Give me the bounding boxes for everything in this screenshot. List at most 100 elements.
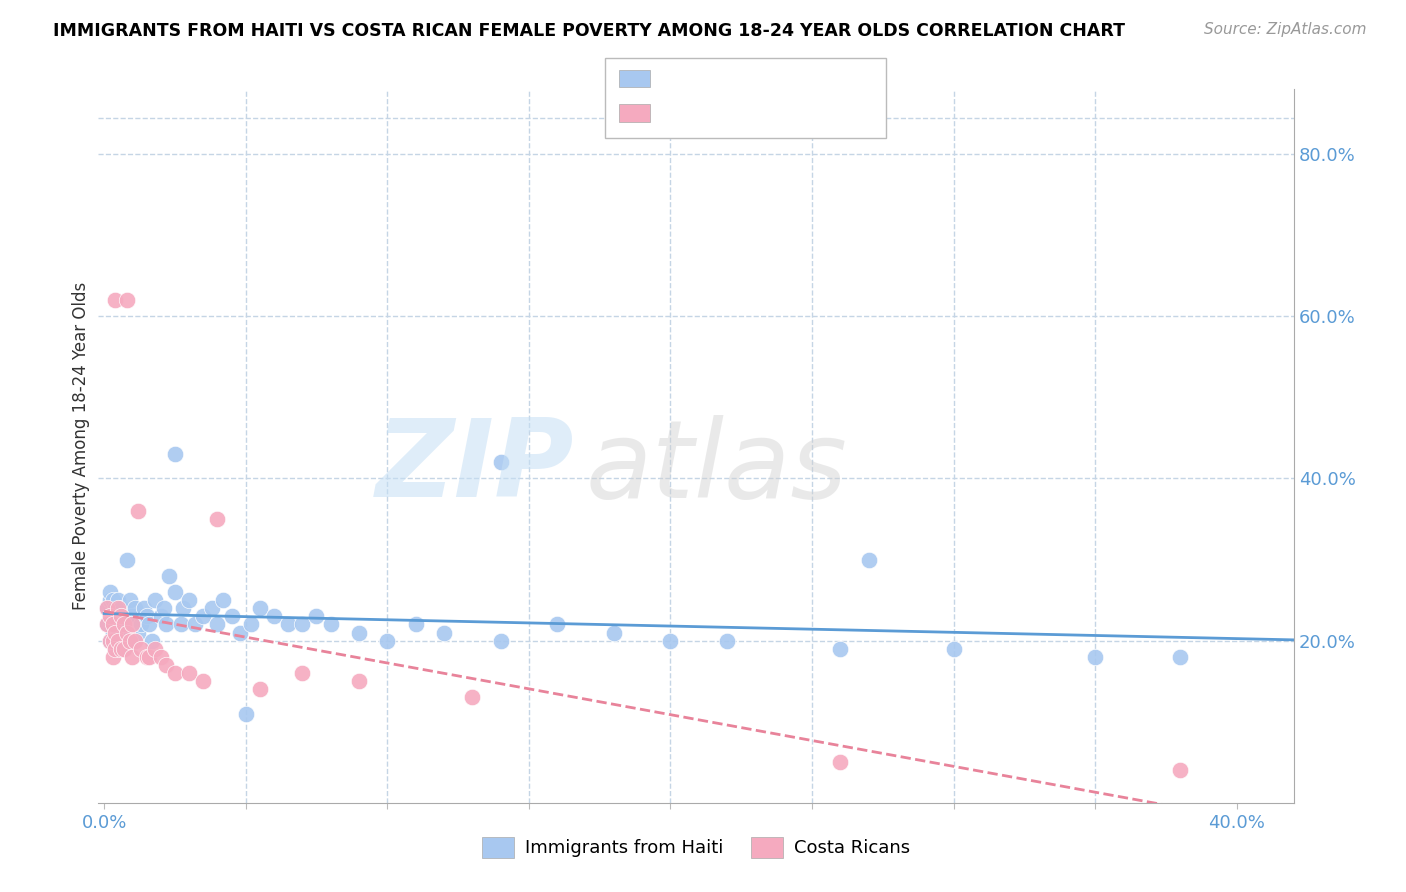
Point — [104, 641, 127, 656]
Point — [107, 601, 129, 615]
Point — [229, 625, 252, 640]
Point — [172, 601, 194, 615]
Text: -0.122: -0.122 — [689, 104, 754, 122]
Point — [135, 649, 157, 664]
Point — [169, 617, 191, 632]
Point — [603, 625, 626, 640]
Point — [124, 633, 146, 648]
Point — [138, 649, 160, 664]
Point — [115, 552, 138, 566]
Point — [177, 666, 200, 681]
Point — [157, 568, 180, 582]
Point — [942, 641, 965, 656]
Point — [143, 641, 166, 656]
Point — [121, 649, 143, 664]
Point — [249, 601, 271, 615]
Point — [107, 625, 129, 640]
Point — [143, 593, 166, 607]
Point — [375, 633, 398, 648]
Point — [112, 617, 135, 632]
Point — [201, 601, 224, 615]
Point — [107, 593, 129, 607]
Point — [489, 455, 512, 469]
Point — [96, 601, 118, 615]
Point — [112, 617, 135, 632]
Point — [118, 633, 141, 648]
Point — [858, 552, 880, 566]
Point — [121, 609, 143, 624]
Text: 73: 73 — [794, 70, 820, 87]
Point — [104, 601, 127, 615]
Point — [135, 609, 157, 624]
Point — [110, 617, 132, 632]
Point — [183, 617, 205, 632]
Point — [207, 512, 229, 526]
Point — [163, 447, 186, 461]
Point — [101, 609, 124, 624]
Point — [263, 609, 285, 624]
Text: Source: ZipAtlas.com: Source: ZipAtlas.com — [1204, 22, 1367, 37]
Point — [277, 617, 299, 632]
Point — [98, 609, 121, 624]
Point — [110, 633, 132, 648]
Point — [163, 585, 186, 599]
Text: N =: N = — [751, 70, 803, 87]
Point — [149, 609, 172, 624]
Point — [101, 593, 124, 607]
Point — [101, 649, 124, 664]
Point — [127, 504, 149, 518]
Point — [115, 609, 138, 624]
Point — [1168, 649, 1191, 664]
Point — [107, 609, 129, 624]
Point — [118, 633, 141, 648]
Point — [104, 625, 127, 640]
Y-axis label: Female Poverty Among 18-24 Year Olds: Female Poverty Among 18-24 Year Olds — [72, 282, 90, 610]
Point — [96, 617, 118, 632]
Text: ZIP: ZIP — [375, 415, 574, 520]
Point — [118, 593, 141, 607]
Point — [1168, 764, 1191, 778]
Text: 39: 39 — [794, 104, 820, 122]
Point — [121, 617, 143, 632]
Point — [129, 617, 152, 632]
Point — [96, 601, 118, 615]
Point — [207, 617, 229, 632]
Text: R =: R = — [658, 104, 703, 122]
Text: IMMIGRANTS FROM HAITI VS COSTA RICAN FEMALE POVERTY AMONG 18-24 YEAR OLDS CORREL: IMMIGRANTS FROM HAITI VS COSTA RICAN FEM… — [53, 22, 1125, 40]
Point — [193, 674, 215, 689]
Text: N =: N = — [751, 104, 803, 122]
Point — [319, 617, 342, 632]
Point — [155, 657, 177, 672]
Point — [433, 625, 456, 640]
Point — [830, 641, 852, 656]
Point — [659, 633, 682, 648]
Point — [101, 633, 124, 648]
Point — [98, 633, 121, 648]
Point — [104, 617, 127, 632]
Point — [112, 641, 135, 656]
Point — [127, 625, 149, 640]
Point — [291, 666, 314, 681]
Point — [98, 633, 121, 648]
Point — [546, 617, 568, 632]
Point — [138, 617, 160, 632]
Point — [235, 706, 257, 721]
Point — [347, 674, 370, 689]
Point — [212, 593, 235, 607]
Point — [96, 617, 118, 632]
Point — [104, 293, 127, 307]
Point — [347, 625, 370, 640]
Point — [107, 633, 129, 648]
Point — [830, 756, 852, 770]
Point — [461, 690, 484, 705]
Point — [112, 641, 135, 656]
Point — [121, 617, 143, 632]
Legend: Immigrants from Haiti, Costa Ricans: Immigrants from Haiti, Costa Ricans — [475, 830, 917, 865]
Point — [163, 666, 186, 681]
Point — [110, 641, 132, 656]
Point — [104, 641, 127, 656]
Point — [98, 585, 121, 599]
Point — [1084, 649, 1107, 664]
Point — [405, 617, 427, 632]
Point — [101, 617, 124, 632]
